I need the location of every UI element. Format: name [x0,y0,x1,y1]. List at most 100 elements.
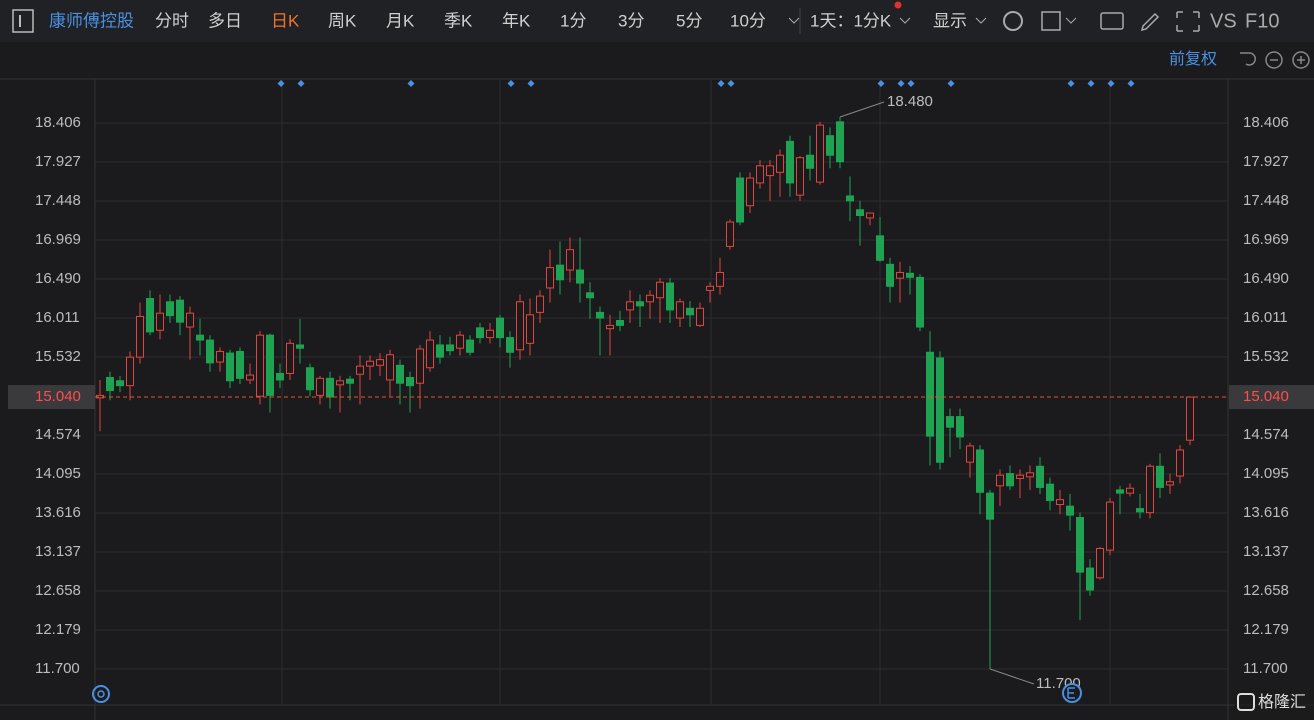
candle-body [536,295,544,313]
period-tab[interactable]: 分时 [155,11,189,30]
period-tab[interactable]: 多日 [208,11,242,30]
event-marker[interactable] [527,80,535,87]
candle-body [686,307,694,316]
y-tick-label-right: 14.574 [1243,426,1289,443]
stock-name[interactable]: 康师傅控股 [49,11,134,30]
event-marker[interactable] [297,80,305,87]
low-leader [989,668,1035,685]
event-marker[interactable] [507,80,515,87]
period-tab[interactable]: 1分 [560,11,586,30]
candle-body [116,380,124,387]
candle-body [506,337,514,353]
vs-button[interactable]: VS [1210,10,1237,32]
candle-body [436,344,444,358]
e-letter [1067,687,1075,699]
fullscreen-icon[interactable] [1176,11,1200,32]
y-tick-label: 15.532 [35,348,81,365]
candle-body [1156,465,1164,488]
y-tick-label: 11.700 [35,660,80,677]
candle-body [386,354,394,381]
candle-body [556,264,564,281]
event-marker[interactable] [727,80,735,87]
event-marker[interactable] [1127,80,1135,87]
dropdown-icon[interactable] [788,17,800,24]
event-marker[interactable] [897,80,905,87]
y-tick-label-right: 18.406 [1243,114,1289,131]
candle-body [756,165,764,184]
candle-body [776,154,784,173]
reset-icon[interactable] [1240,52,1256,66]
event-marker[interactable] [407,80,415,87]
dropdown-icon [899,17,911,24]
y-tick-label-right: 12.179 [1243,621,1289,638]
period-tab[interactable]: 周K [328,11,357,30]
candle-body [406,377,414,387]
period-tab[interactable]: 3分 [618,11,644,30]
candle-body [426,339,434,369]
zoom-in-icon[interactable] [1292,51,1310,69]
candle-body [716,271,724,287]
period-tab[interactable]: 季K [444,11,473,30]
y-tick-label: 12.658 [35,582,81,599]
candle-body [576,269,584,284]
draw-icon[interactable] [1140,12,1160,32]
event-marker[interactable] [717,80,725,87]
plot: 18.406 18.406 17.927 17.927 17.448 17.448 16.9… [8,80,1314,692]
candle-body [826,135,834,156]
event-marker[interactable] [1107,80,1115,87]
period-tabs: 分时 多日 日K 周K 月K 季K 年K 1分 3分 5分 10分 [155,11,766,30]
candle-body [1006,473,1014,487]
settings-icon[interactable] [1003,11,1023,31]
y-tick-label-right: 12.658 [1243,582,1289,599]
period-tab[interactable]: 月K [386,11,415,30]
event-marker[interactable] [1087,80,1095,87]
candle-body [226,352,234,382]
candle-body [1136,508,1144,513]
candle-body [306,367,314,391]
y-tick-label-right: 15.532 [1243,348,1289,365]
candle-body [876,235,884,261]
candle-body [126,356,134,387]
layout-icon[interactable] [1041,11,1061,31]
candle-body [926,351,934,437]
interval-select[interactable]: 1天：1分K [810,11,892,30]
adjust-mode[interactable]: 前复权 [1169,50,1217,68]
period-tab[interactable]: 日K [271,11,300,30]
q-marker[interactable] [92,685,110,703]
notify-dot [894,1,902,9]
candle-body [1026,472,1034,478]
event-marker[interactable] [947,80,955,87]
period-tab[interactable]: 10分 [730,11,766,30]
candle-body [886,263,894,287]
f10-button[interactable]: F10 [1245,10,1279,32]
sidebar-toggle[interactable] [12,9,34,33]
y-tick-label: 16.969 [35,231,81,248]
last-price-label-right: 15.040 [1243,388,1289,405]
camera-icon[interactable] [1100,12,1124,30]
toolbar [0,0,1314,42]
candle-body [546,267,554,289]
candle-body [1116,489,1124,494]
period-tab[interactable]: 年K [502,11,531,30]
event-marker[interactable] [907,80,915,87]
period-tab[interactable]: 5分 [676,11,702,30]
event-marker[interactable] [877,80,885,87]
candle-body [486,329,494,339]
candle-body [856,209,864,216]
candle-body [236,350,244,379]
candle-body [596,311,604,319]
zoom-in-plus [1297,56,1305,64]
y-tick-label-right: 16.011 [1243,309,1288,326]
candle-body [216,350,224,363]
candle-body [786,140,794,184]
candle-body [456,334,464,349]
zoom-out-icon[interactable] [1265,51,1283,69]
candle-body [726,221,734,247]
q-marker-inner [97,690,105,698]
display-menu[interactable]: 显示 [933,11,967,30]
event-marker[interactable] [1067,80,1075,87]
event-marker[interactable] [277,80,285,87]
last-price-box-right [1229,385,1314,410]
candle-body [906,272,914,278]
y-tick-label: 18.406 [35,114,81,131]
